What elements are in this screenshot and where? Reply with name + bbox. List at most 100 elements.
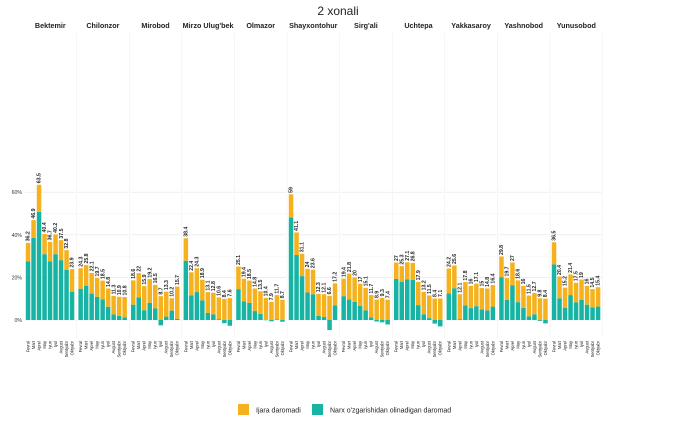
bar-rent bbox=[332, 283, 338, 306]
bar-appreciation bbox=[526, 316, 532, 320]
value-label: 15.2 bbox=[563, 276, 569, 286]
bar-appreciation bbox=[147, 302, 152, 320]
bar-appreciation bbox=[299, 276, 305, 320]
bar-rent bbox=[432, 298, 437, 320]
bar-rent bbox=[105, 288, 111, 307]
bar-appreciation bbox=[158, 320, 163, 326]
value-label: 18.5 bbox=[100, 269, 106, 279]
value-label: 40.2 bbox=[53, 223, 59, 233]
bar-rent bbox=[200, 279, 205, 301]
bar-rent bbox=[294, 232, 299, 256]
bar-appreciation bbox=[452, 288, 457, 320]
bar-appreciation bbox=[64, 269, 69, 320]
value-label: 19.7 bbox=[505, 266, 511, 276]
value-label: 36.2 bbox=[26, 231, 32, 241]
bar-rent bbox=[227, 298, 233, 320]
bar-appreciation bbox=[53, 254, 58, 320]
bar-rent bbox=[136, 273, 141, 298]
value-label: 17 bbox=[358, 276, 364, 282]
value-label: 9.8 bbox=[538, 289, 544, 296]
bar-appreciation bbox=[236, 289, 241, 320]
value-label: 13.3 bbox=[164, 280, 170, 290]
bar-appreciation bbox=[194, 292, 200, 320]
month-label: Mart bbox=[84, 340, 89, 349]
month-label: Iyun bbox=[100, 340, 105, 348]
bar-rent bbox=[379, 297, 385, 320]
value-label: 16 bbox=[469, 279, 475, 285]
bar-rent bbox=[468, 285, 474, 309]
bar-appreciation bbox=[105, 306, 111, 320]
legend-label-appreciation: Narx o'zgarishidan olinadigan daromad bbox=[330, 408, 451, 415]
value-label: 38.4 bbox=[184, 226, 190, 236]
bar-appreciation bbox=[205, 312, 211, 320]
month-label: Avgust bbox=[321, 340, 326, 353]
bar-rent bbox=[374, 299, 379, 320]
month-label: Avgust bbox=[58, 340, 63, 353]
value-label: 17.8 bbox=[463, 270, 469, 280]
panel-title: Olmazor bbox=[246, 21, 275, 30]
month-label: May bbox=[463, 340, 468, 349]
month-label: Aprel bbox=[457, 341, 462, 351]
value-label: 24.2 bbox=[447, 257, 453, 267]
bar-appreciation bbox=[122, 317, 127, 320]
bar-rent bbox=[142, 286, 147, 311]
month-label: Iyul bbox=[316, 341, 321, 347]
value-label: 6.6 bbox=[327, 287, 333, 294]
panel-bektemir: Bektemir 36.2 Fevral 46.9 Mart 63.5 Aprel 40.4 M… bbox=[25, 21, 75, 357]
bar-appreciation bbox=[227, 320, 233, 326]
bar-rent bbox=[36, 184, 42, 212]
month-label: Iyul bbox=[211, 341, 216, 347]
month-label: May bbox=[42, 340, 47, 349]
panel-yunusobod: Yunusobod 36.5 Fevral 20.4 Mart 15.2 Aprel 21.4… bbox=[551, 21, 601, 357]
value-label: 10.4 bbox=[264, 286, 270, 296]
bar-rent bbox=[579, 279, 584, 300]
month-label: Fevral bbox=[394, 341, 399, 352]
month-label: Avgust bbox=[427, 340, 432, 353]
bar-rent bbox=[241, 278, 247, 302]
bar-appreciation bbox=[427, 318, 432, 320]
bar-rent bbox=[394, 262, 399, 279]
bar-appreciation bbox=[416, 305, 421, 320]
value-label: 31.1 bbox=[300, 242, 306, 252]
value-label: 17.1 bbox=[474, 272, 480, 282]
bar-appreciation bbox=[368, 317, 374, 320]
bar-rent bbox=[211, 292, 216, 315]
month-label: May bbox=[358, 340, 363, 349]
value-label: 8.7 bbox=[158, 287, 164, 294]
bar-rent bbox=[438, 298, 443, 320]
bar-rent bbox=[410, 262, 415, 280]
value-label: 16.4 bbox=[491, 273, 497, 283]
bar-rent bbox=[543, 298, 548, 320]
bar-rent bbox=[83, 265, 89, 286]
bar-appreciation bbox=[42, 254, 47, 320]
bar-appreciation bbox=[164, 316, 169, 320]
bar-rent bbox=[341, 278, 346, 297]
panel-title: Chilonzor bbox=[86, 21, 119, 30]
value-label: 27 bbox=[394, 255, 400, 261]
bar-appreciation bbox=[399, 281, 404, 320]
bar-appreciation bbox=[543, 320, 548, 324]
bar-appreciation bbox=[111, 314, 116, 320]
bar-rent bbox=[299, 253, 305, 277]
bar-rent bbox=[327, 295, 332, 320]
value-label: 23.6 bbox=[311, 258, 317, 268]
value-label: 19.4 bbox=[242, 267, 248, 277]
panel-title: Sirg'ali bbox=[354, 21, 378, 30]
bar-appreciation bbox=[374, 320, 379, 322]
month-label: Oktyabr bbox=[385, 340, 390, 355]
month-label: Iyun bbox=[310, 340, 315, 348]
bar-appreciation bbox=[446, 293, 452, 320]
bar-rent bbox=[269, 301, 274, 320]
month-label: Fevral bbox=[446, 341, 451, 352]
value-label: 26.8 bbox=[410, 251, 416, 261]
month-label: Iyul bbox=[53, 341, 58, 347]
bar-appreciation bbox=[175, 318, 180, 320]
bar-appreciation bbox=[394, 278, 399, 320]
bar-rent bbox=[346, 273, 352, 300]
month-label: Aprel bbox=[36, 341, 41, 351]
bar-rent bbox=[53, 234, 58, 255]
month-label: Sentyabr bbox=[590, 340, 595, 357]
bar-rent bbox=[47, 241, 53, 262]
month-label: Aprel bbox=[510, 341, 515, 351]
value-label: 37.5 bbox=[59, 228, 65, 238]
